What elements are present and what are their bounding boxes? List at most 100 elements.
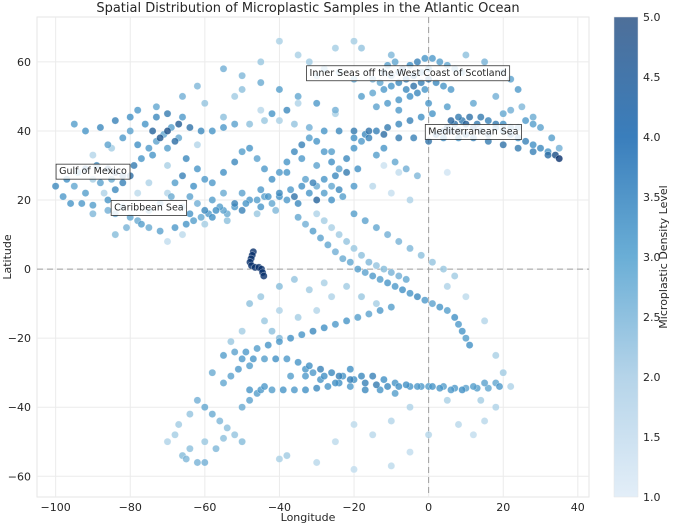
data-point — [145, 223, 153, 232]
data-point — [193, 458, 202, 467]
colorbar-tick-label: 4.0 — [643, 131, 661, 144]
data-point — [290, 120, 299, 128]
data-point — [335, 185, 343, 194]
data-point — [327, 196, 336, 204]
x-tick-label: −60 — [193, 501, 216, 514]
data-point — [391, 282, 399, 291]
data-point — [275, 282, 284, 291]
data-point — [227, 337, 235, 346]
data-point — [327, 158, 336, 166]
x-tick-labels: −100 −80 −60 −40 −20 0 20 40 — [41, 501, 585, 514]
data-point — [398, 286, 407, 294]
data-point — [395, 120, 403, 128]
annotation-text: Mediterranean Sea — [428, 126, 518, 137]
data-point — [253, 196, 261, 204]
data-point — [201, 206, 209, 215]
data-point — [380, 265, 388, 273]
chart-title: Spatial Distribution of Microplastic Sam… — [96, 1, 519, 16]
data-point — [89, 201, 97, 209]
data-point — [298, 141, 306, 149]
data-point — [342, 168, 351, 177]
data-point — [361, 268, 369, 277]
data-point — [298, 154, 306, 163]
data-point — [380, 161, 388, 170]
data-point — [376, 386, 384, 394]
data-point — [137, 154, 146, 163]
data-point — [163, 437, 172, 446]
data-point — [357, 372, 366, 380]
data-point — [383, 279, 392, 287]
data-point — [152, 103, 161, 111]
data-point — [163, 127, 172, 135]
data-point — [368, 272, 377, 280]
data-point — [387, 51, 396, 59]
data-point — [268, 109, 276, 118]
data-point — [257, 106, 265, 114]
data-point — [372, 261, 381, 270]
data-point — [257, 292, 265, 301]
data-point — [327, 292, 336, 301]
data-point — [182, 154, 190, 163]
data-point — [350, 127, 358, 135]
data-point — [424, 431, 433, 439]
reference-lines — [37, 17, 589, 497]
data-point — [104, 141, 112, 149]
data-point — [312, 458, 321, 467]
data-point — [238, 189, 246, 197]
data-point — [275, 116, 284, 125]
data-point — [70, 182, 79, 190]
data-point — [219, 123, 228, 132]
data-point — [376, 306, 384, 315]
data-point — [447, 116, 455, 125]
data-point — [350, 465, 358, 474]
data-point — [417, 251, 425, 260]
data-point — [331, 248, 340, 256]
data-point — [268, 199, 276, 208]
colorbar-tick-label: 4.5 — [643, 71, 661, 84]
data-point — [458, 327, 466, 335]
data-point — [283, 106, 291, 114]
data-point — [506, 106, 515, 114]
data-point — [421, 54, 429, 63]
data-point — [346, 375, 355, 384]
data-point — [514, 85, 522, 94]
data-point — [242, 348, 250, 356]
annotation-text: Gulf of Mexico — [59, 166, 127, 177]
data-point — [122, 223, 131, 232]
colorbar-tick-label: 1.0 — [643, 491, 661, 504]
data-point — [335, 127, 343, 135]
data-point — [413, 58, 422, 66]
data-point — [428, 382, 437, 391]
data-point — [238, 85, 246, 94]
data-point — [421, 85, 429, 94]
data-point — [245, 120, 254, 128]
data-point — [518, 103, 526, 111]
data-point — [413, 382, 422, 391]
data-point — [212, 444, 220, 453]
data-point — [492, 403, 500, 411]
data-point — [372, 223, 381, 232]
data-point — [391, 58, 399, 66]
data-point — [462, 292, 470, 301]
data-point — [395, 237, 403, 246]
data-point — [361, 216, 369, 225]
data-point — [443, 396, 452, 405]
data-point — [372, 103, 381, 111]
data-point — [357, 292, 366, 301]
data-point — [145, 179, 153, 187]
data-point — [238, 355, 246, 363]
data-point — [324, 241, 332, 249]
data-point — [387, 303, 396, 311]
annotation-box — [424, 124, 522, 140]
data-point — [290, 275, 299, 284]
data-point — [465, 113, 474, 121]
data-point — [465, 341, 474, 349]
colorbar-tick-label: 2.5 — [643, 311, 661, 324]
data-point — [350, 144, 358, 152]
data-point — [406, 403, 414, 411]
data-point — [428, 54, 437, 63]
data-point — [111, 230, 120, 239]
data-point — [130, 161, 138, 170]
data-point — [368, 372, 377, 380]
data-point — [544, 151, 552, 159]
